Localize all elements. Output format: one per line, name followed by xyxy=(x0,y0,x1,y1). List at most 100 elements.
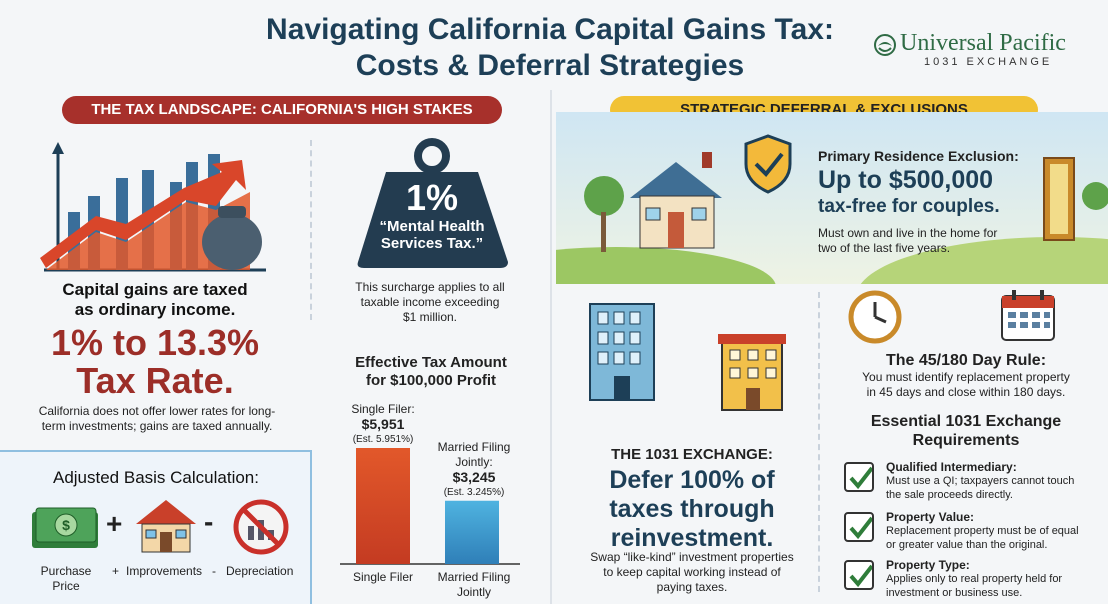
married-label-2: Jointly: xyxy=(455,455,493,469)
requirement-desc-2: the sale proceeds directly. xyxy=(886,489,1013,501)
residence-illustration xyxy=(556,134,1108,284)
married-amount: $3,245 xyxy=(452,469,496,485)
residence-amount: Up to $500,000 xyxy=(818,166,994,194)
surcharge-line-1: This surcharge applies to all xyxy=(355,280,505,294)
requirement-title: Qualified Intermediary: xyxy=(886,460,1017,474)
residence-note-1: Must own and live in the home for xyxy=(818,226,998,240)
single-amount: $5,951 xyxy=(361,416,405,432)
exchange-big-3: reinvestment. xyxy=(610,524,774,552)
logo-icon xyxy=(874,34,896,56)
house-improvement-icon xyxy=(136,500,196,553)
right-column-divider xyxy=(818,292,820,592)
title-line-1: Navigating California Capital Gains Tax: xyxy=(266,13,834,46)
married-filer-label: Married Filing Jointly: $3,245 (Est. 3.2… xyxy=(426,440,522,500)
purchase-price-label: Purchase Price xyxy=(24,564,108,594)
requirements-title-2: Requirements xyxy=(912,432,1020,449)
effective-title-2: for $100,000 Profit xyxy=(365,372,497,389)
logo: Universal Pacific 1031 EXCHANGE xyxy=(872,30,1102,74)
depreciation-icon xyxy=(233,499,289,555)
axis-label-single: Single Filer xyxy=(352,570,414,584)
exchange-big-2: taxes through xyxy=(609,495,775,523)
single-filer-label: Single Filer: $5,951 (Est. 5.951%) xyxy=(338,402,428,447)
axis-married-2: Jointly xyxy=(456,585,491,599)
requirements-title: Essential 1031 Exchange Requirements xyxy=(836,412,1096,450)
bar-married-filing-jointly xyxy=(445,500,499,564)
exchange-title: THE 1031 EXCHANGE: xyxy=(611,446,773,463)
requirement-desc-2: or greater value than the original. xyxy=(886,539,1048,551)
married-est: (Est. 3.245%) xyxy=(443,487,505,498)
mental-health-label-1: “Mental Health xyxy=(379,218,485,235)
depreciation-label: Depreciation xyxy=(226,564,294,578)
exchange-note: Swap “like-kind” investment properties t… xyxy=(572,550,812,595)
residence-note-2: two of the last five years. xyxy=(818,241,951,255)
effective-tax-chart xyxy=(340,448,520,565)
rate-note: California does not offer lower rates fo… xyxy=(18,404,296,434)
adjusted-basis-title: Adjusted Basis Calculation: xyxy=(52,468,259,487)
exchange-note-3: paying taxes. xyxy=(656,580,728,594)
growth-chart-icon xyxy=(40,142,266,272)
requirement-desc: Replacement property must be of equal or… xyxy=(886,524,1106,552)
married-label-1: Married Filing xyxy=(437,440,511,454)
requirement-desc-1: Applies only to real property held for xyxy=(886,573,1063,585)
effective-title-1: Effective Tax Amount xyxy=(355,354,507,371)
rule-line-2: in 45 days and close within 180 days. xyxy=(866,385,1066,399)
requirements-title-1: Essential 1031 Exchange xyxy=(870,413,1062,430)
exchange-headline: Defer 100% of taxes through reinvestment… xyxy=(574,466,810,553)
rule-title: The 45/180 Day Rule: xyxy=(885,352,1047,369)
ordinary-income-text: Capital gains are taxed as ordinary inco… xyxy=(30,280,280,320)
requirement-title: Property Value: xyxy=(886,510,975,524)
exchange-big-1: Defer 100% of xyxy=(609,466,775,494)
plus-sign: + xyxy=(106,508,123,539)
center-divider xyxy=(550,90,552,604)
rate-note-line-1: California does not offer lower rates fo… xyxy=(38,404,276,418)
check-icon xyxy=(844,462,874,492)
clock-icon xyxy=(848,290,902,344)
mental-health-label-2: Services Tax.” xyxy=(380,235,484,252)
residence-subtitle: tax-free for couples. xyxy=(818,196,1000,217)
check-icon xyxy=(844,512,874,542)
ordinary-line-1: Capital gains are taxed xyxy=(62,280,248,299)
exchange-note-1: Swap “like-kind” investment properties xyxy=(590,550,794,564)
improvements-label: Improvements xyxy=(126,564,203,578)
surcharge-line-3: $1 million. xyxy=(402,310,458,324)
cash-icon: $ xyxy=(32,507,98,548)
requirement-desc-2: investment or business use. xyxy=(886,587,1023,599)
weight-icon xyxy=(357,138,508,268)
ordinary-line-2: as ordinary income. xyxy=(74,300,236,319)
axis-married-1: Married Filing xyxy=(437,570,511,584)
effective-tax-title: Effective Tax Amount for $100,000 Profit xyxy=(326,354,536,390)
requirement-title: Property Type: xyxy=(886,558,970,572)
purchase-line-1: Purchase xyxy=(40,564,92,578)
logo-name: Universal Pacific xyxy=(900,30,1066,56)
calendar-icon xyxy=(1001,290,1055,341)
logo-subtitle: 1031 EXCHANGE xyxy=(924,56,1053,68)
svg-text:$: $ xyxy=(62,517,70,533)
page-title: Navigating California Capital Gains Tax:… xyxy=(190,12,910,84)
investment-buildings-icon xyxy=(589,303,786,411)
residence-title: Primary Residence Exclusion: xyxy=(818,148,1019,164)
bar-single-filer xyxy=(356,448,410,564)
residence-note: Must own and live in the home for two of… xyxy=(818,226,997,256)
purchase-line-2: Price xyxy=(52,579,80,593)
single-label: Single Filer: xyxy=(351,402,415,416)
left-section-banner: THE TAX LANDSCAPE: CALIFORNIA'S HIGH STA… xyxy=(62,96,502,124)
residence-scene xyxy=(556,112,1108,284)
requirement-desc: Applies only to real property held for i… xyxy=(886,572,1106,600)
requirement-desc-1: Must use a QI; taxpayers cannot touch xyxy=(886,475,1075,487)
exchange-note-2: to keep capital working instead of xyxy=(603,565,781,579)
rule-note: You must identify replacement property i… xyxy=(836,370,1096,400)
left-column-divider xyxy=(310,140,312,320)
surcharge-line-2: taxable income exceeding xyxy=(360,295,500,309)
weight-label: 1% “Mental Health Services Tax.” xyxy=(360,177,504,253)
plus-sign-label: + xyxy=(112,564,120,578)
title-line-2: Costs & Deferral Strategies xyxy=(355,49,745,82)
minus-sign: - xyxy=(204,506,214,537)
requirement-desc-1: Replacement property must be of equal xyxy=(886,525,1079,537)
check-icon xyxy=(844,560,874,590)
surcharge-note: This surcharge applies to all taxable in… xyxy=(330,280,530,325)
axis-label-married: Married Filing Jointly xyxy=(426,570,522,600)
rule-line-1: You must identify replacement property xyxy=(862,370,1070,384)
tax-rate-line-1: 1% to 13.3% xyxy=(50,322,260,363)
mental-health-tax-value: 1% xyxy=(405,177,459,218)
tax-rate-range: 1% to 13.3% Tax Rate. xyxy=(20,324,290,400)
